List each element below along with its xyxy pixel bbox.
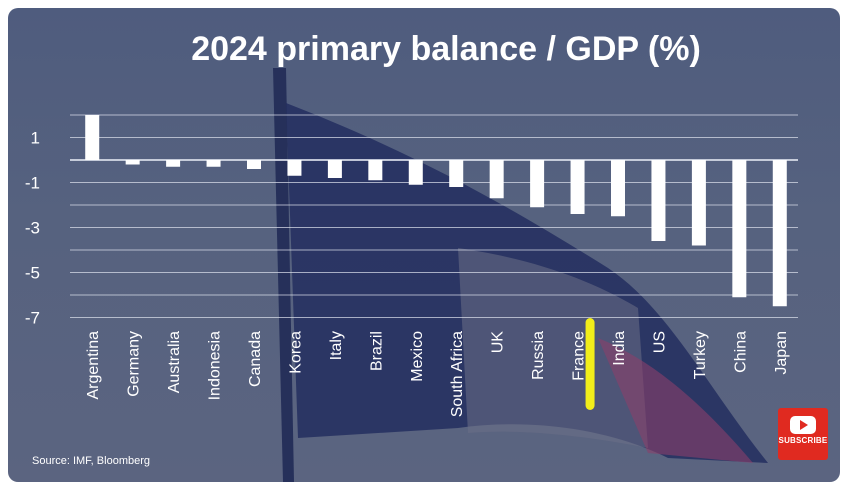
category-label: Turkey	[692, 331, 709, 379]
category-label: China	[732, 331, 749, 373]
y-tick-label: -3	[25, 219, 40, 238]
bar-chart: 1 -1 -3 -5 -7 Argentina Germany Australia Indon…	[25, 30, 798, 482]
category-label: Argentina	[85, 331, 102, 400]
category-label: France	[571, 331, 588, 381]
category-label: Italy	[328, 331, 345, 360]
bar	[651, 160, 666, 241]
bar	[125, 160, 140, 165]
category-label: Canada	[247, 331, 264, 387]
flag-backdrop	[273, 68, 768, 482]
bar	[772, 160, 787, 307]
bar	[489, 160, 504, 199]
bar	[449, 160, 464, 187]
category-label: UK	[490, 331, 507, 354]
bar	[732, 160, 747, 298]
category-label: Brazil	[368, 331, 385, 371]
category-label: Australia	[166, 331, 183, 393]
y-tick-label: 1	[31, 129, 40, 148]
bar	[247, 160, 261, 169]
subscribe-label: SUBSCRIBE	[778, 436, 828, 445]
subscribe-badge[interactable]: SUBSCRIBE	[778, 408, 828, 460]
source-note: Source: IMF, Bloomberg	[32, 455, 150, 467]
bar	[691, 160, 706, 246]
bar	[570, 160, 585, 214]
bar	[166, 160, 181, 167]
category-label: Indonesia	[207, 331, 224, 400]
bar	[368, 160, 383, 181]
y-tick-label: -1	[25, 174, 40, 193]
category-label: Russia	[530, 331, 547, 380]
category-label: US	[651, 331, 668, 353]
bar	[530, 160, 545, 208]
category-label: India	[611, 331, 628, 366]
y-tick-label: -7	[25, 309, 40, 328]
category-label: Korea	[287, 331, 304, 374]
chart-panel: 1 -1 -3 -5 -7 Argentina Germany Australia Indon…	[8, 8, 840, 482]
highlight-marker	[585, 318, 595, 410]
bar	[408, 160, 423, 185]
bar	[611, 160, 625, 217]
chart-title: 2024 primary balance / GDP (%)	[191, 30, 701, 68]
bar	[287, 160, 302, 176]
category-label: South Africa	[449, 331, 466, 417]
flag-white-stripe	[458, 248, 648, 448]
category-label: Mexico	[409, 331, 426, 382]
bar	[85, 115, 100, 160]
youtube-play-icon	[790, 416, 816, 434]
category-label: Japan	[773, 331, 790, 375]
y-tick-label: -5	[25, 264, 40, 283]
flag-red-stripe	[598, 338, 753, 463]
bar	[206, 160, 221, 167]
category-label: Germany	[126, 331, 143, 397]
flagpole	[273, 68, 294, 482]
bar	[327, 160, 342, 178]
